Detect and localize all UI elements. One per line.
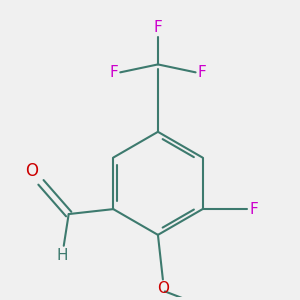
Text: F: F — [249, 202, 258, 217]
Text: O: O — [25, 162, 38, 180]
Text: H: H — [56, 248, 68, 263]
Text: F: F — [154, 20, 162, 35]
Text: O: O — [157, 281, 169, 296]
Text: F: F — [110, 65, 118, 80]
Text: F: F — [198, 65, 206, 80]
